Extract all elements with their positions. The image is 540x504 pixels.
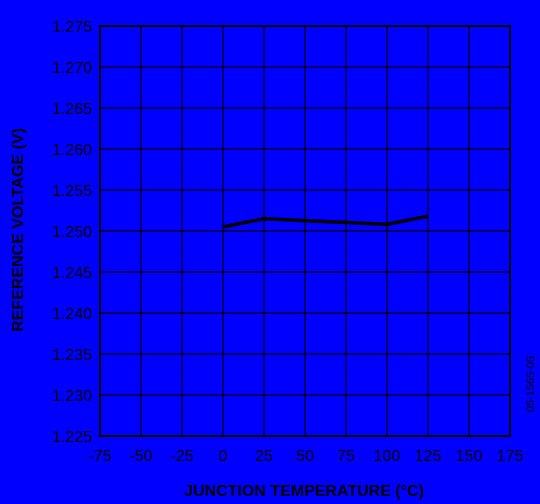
grid-layer	[99, 25, 511, 437]
y-tick-label: 1.260	[52, 142, 92, 159]
y-tick-label: 1.250	[52, 224, 92, 241]
figure-id-label: 05-1565-05	[525, 356, 537, 412]
y-tick-label: 1.225	[52, 429, 92, 446]
x-tick-labels: -75 -50 -25 0 25 50 75 100 125 150 175	[88, 448, 523, 465]
y-tick-label: 1.270	[52, 60, 92, 77]
x-tick-label: 125	[415, 448, 442, 465]
series-line	[222, 214, 429, 229]
x-tick-label: 0	[219, 448, 228, 465]
y-tick-label: 1.235	[52, 347, 92, 364]
x-tick-label: 150	[456, 448, 483, 465]
x-tick-label: 25	[255, 448, 273, 465]
x-tick-label: -25	[170, 448, 193, 465]
x-tick-label: -75	[88, 448, 111, 465]
x-tick-label: -50	[129, 448, 152, 465]
y-tick-labels: 1.225 1.230 1.235 1.240 1.245 1.250 1.255 1.260…	[52, 19, 92, 446]
y-tick-label: 1.240	[52, 306, 92, 323]
y-tick-label: 1.255	[52, 183, 92, 200]
x-axis-title: JUNCTION TEMPERATURE (°C)	[184, 483, 424, 500]
x-tick-label: 175	[497, 448, 524, 465]
x-tick-label: 50	[296, 448, 314, 465]
y-tick-label: 1.265	[52, 101, 92, 118]
y-tick-label: 1.275	[52, 19, 92, 36]
y-tick-label: 1.230	[52, 388, 92, 405]
x-tick-label: 100	[374, 448, 401, 465]
x-tick-label: 75	[337, 448, 355, 465]
y-axis-title: REFERENCE VOLTAGE (V)	[10, 128, 27, 332]
series-layer	[222, 214, 429, 229]
y-tick-label: 1.245	[52, 265, 92, 282]
plot-frame	[99, 25, 511, 437]
